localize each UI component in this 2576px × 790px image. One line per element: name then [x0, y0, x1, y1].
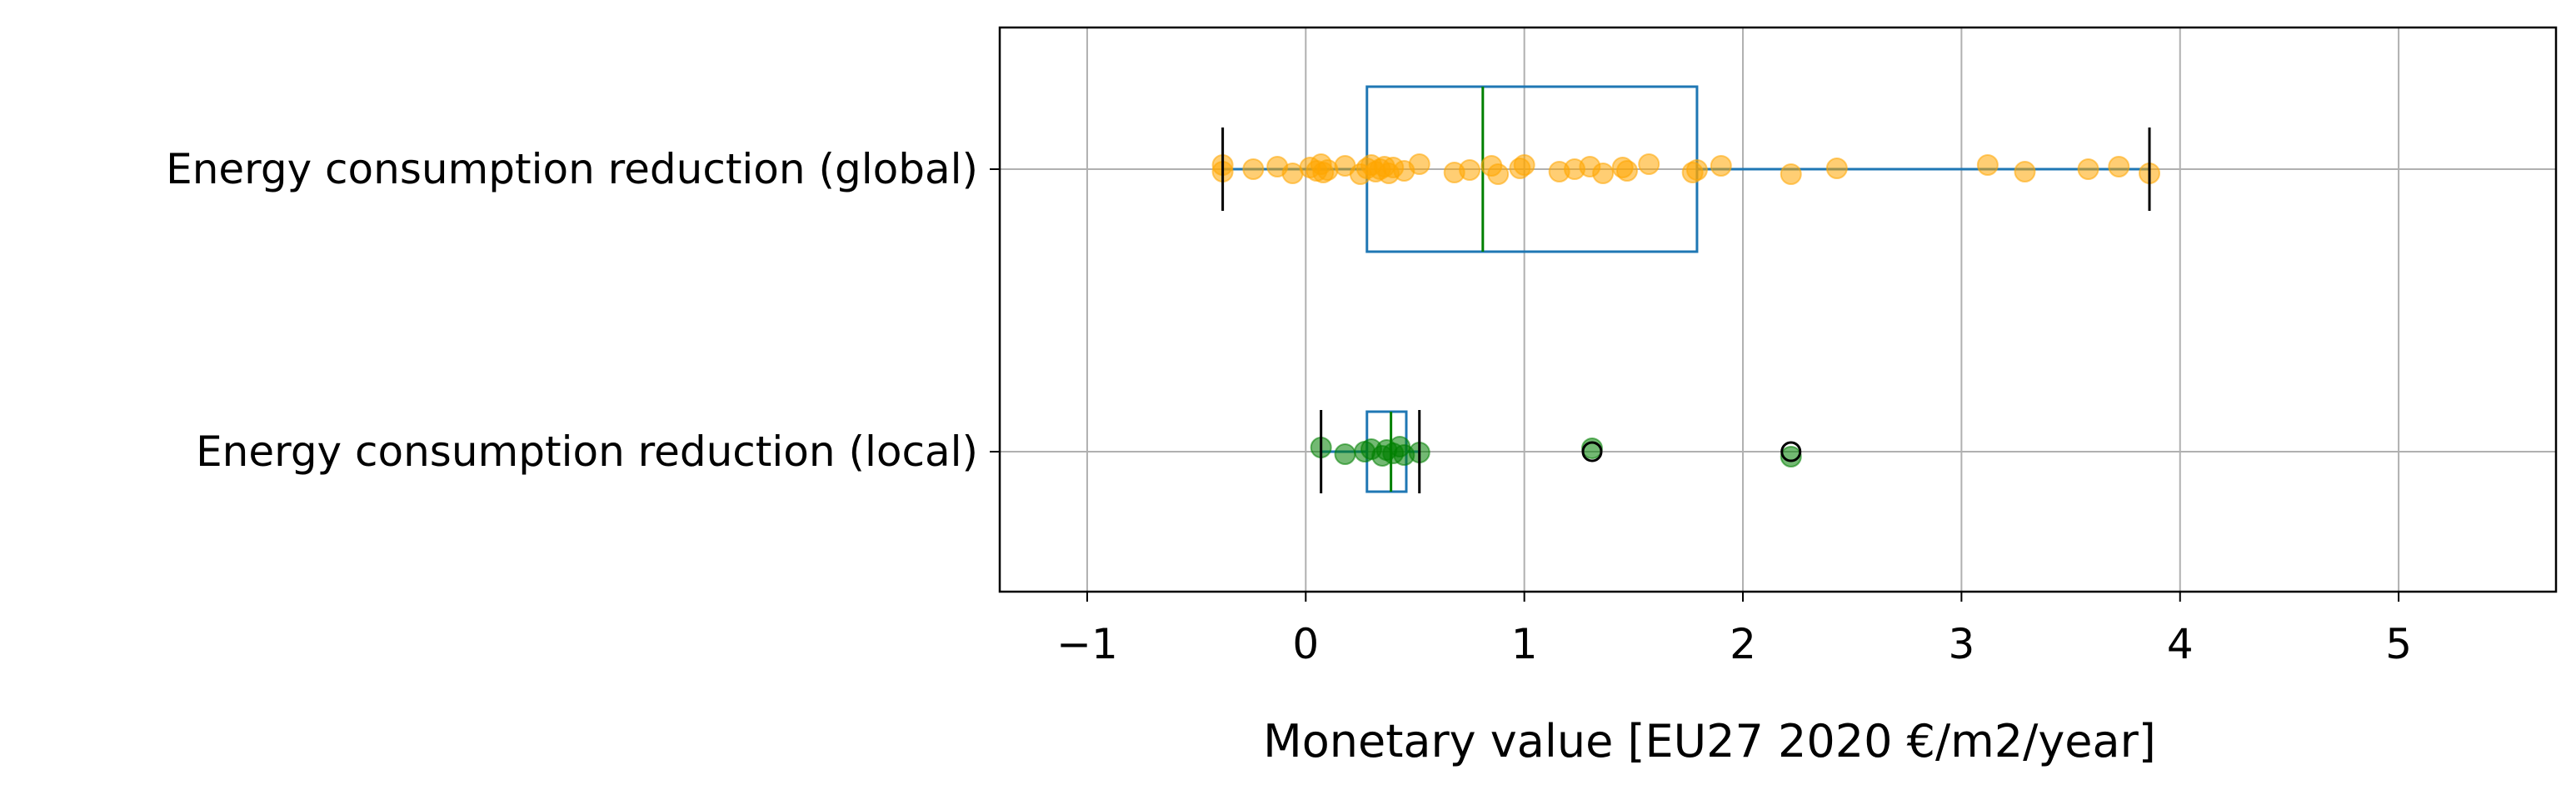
outlier-point: [1780, 441, 1802, 462]
x-tick-label: −1: [1056, 620, 1118, 668]
y-axis-ticks: Energy consumption reduction (global) Ene…: [166, 145, 1000, 476]
x-tick-label: 2: [1730, 620, 1756, 668]
data-point: [1316, 159, 1339, 181]
grid-lines: [1000, 28, 2556, 592]
x-axis-ticks: −1 0 1 2 3 4 5: [1056, 592, 2412, 668]
data-point: [1513, 154, 1535, 176]
data-point: [1976, 154, 1999, 176]
x-tick-label: 4: [2167, 620, 2194, 668]
data-point: [1780, 446, 1802, 468]
data-point: [1685, 159, 1708, 181]
outlier-point: [1581, 441, 1603, 462]
data-point: [2014, 161, 2036, 182]
series-layer: [1211, 85, 2161, 493]
y-tick-label: Energy consumption reduction (global): [166, 145, 978, 193]
data-point: [1592, 162, 1615, 184]
x-axis-label: Monetary value [EU27 2020 €/m2/year]: [1263, 715, 2156, 768]
data-point: [1408, 153, 1430, 175]
data-point: [1825, 158, 1848, 179]
plot-frame: [998, 26, 2558, 593]
x-tick-label: 1: [1511, 620, 1538, 668]
data-point: [2077, 158, 2099, 180]
data-point: [2108, 156, 2130, 178]
x-tick-label: 0: [1292, 620, 1319, 668]
x-tick-label: 5: [2385, 620, 2412, 668]
data-point: [1487, 163, 1510, 185]
data-point: [1780, 163, 1802, 185]
x-tick-label: 3: [1948, 620, 1974, 668]
data-point: [1638, 153, 1660, 175]
data-point: [1459, 159, 1481, 181]
data-point: [1710, 155, 1732, 177]
box-series-local: [1310, 410, 1802, 493]
box-series-global: [1211, 85, 2161, 253]
data-point: [1242, 158, 1265, 180]
data-point: [1334, 443, 1356, 465]
data-point: [1615, 160, 1638, 182]
y-tick-label: Energy consumption reduction (local): [196, 428, 978, 476]
